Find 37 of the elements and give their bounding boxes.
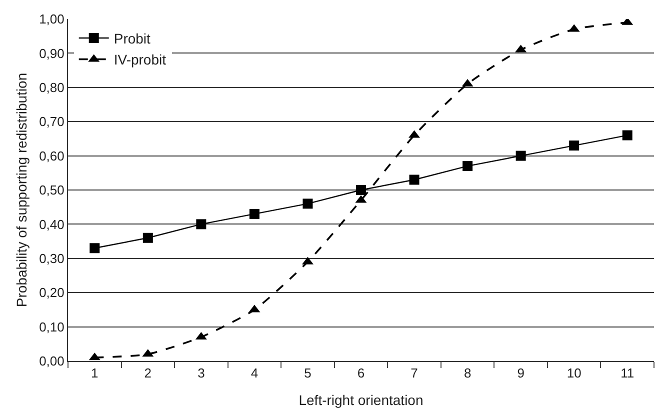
- legend-label: Probit: [114, 30, 151, 46]
- y-tick-label: 0,90: [39, 46, 64, 61]
- point: [622, 130, 632, 140]
- point: [302, 198, 313, 209]
- x-tick-label: 8: [464, 366, 472, 381]
- point: [569, 140, 580, 151]
- y-tick-label: 1,00: [39, 12, 64, 27]
- point: [90, 243, 100, 254]
- point: [249, 208, 260, 219]
- x-tick-label: 3: [198, 366, 205, 381]
- x-tick-label: 4: [250, 366, 258, 381]
- y-tick-label: 0,30: [39, 250, 64, 266]
- x-tick-label: 11: [620, 366, 634, 381]
- point: [462, 161, 473, 172]
- y-tick-label: 0,50: [39, 182, 64, 198]
- y-tick-label: 0,70: [39, 114, 64, 130]
- y-tick-label: 0,00: [39, 354, 64, 369]
- y-tick-label: 0,40: [39, 216, 64, 232]
- point: [356, 185, 366, 195]
- x-tick-label: 2: [144, 366, 152, 381]
- point: [409, 174, 420, 185]
- x-tick-label: 6: [357, 366, 365, 381]
- x-tick-label: 1: [91, 366, 98, 381]
- y-axis-title: Probability of supporting redistribution: [14, 72, 30, 308]
- point: [196, 219, 206, 230]
- x-tick-label: 7: [410, 366, 418, 381]
- legend-label: IV-probit: [114, 52, 166, 68]
- y-tick-label: 0,80: [39, 80, 64, 95]
- x-tick-label: 5: [304, 366, 312, 381]
- x-tick-label: 9: [517, 366, 524, 381]
- y-tick-label: 0,60: [39, 148, 64, 164]
- point: [516, 150, 526, 161]
- x-tick-label: 10: [566, 366, 582, 381]
- point: [142, 232, 153, 243]
- x-axis-title: Left-right orientation: [298, 392, 424, 408]
- y-tick-label: 0,10: [39, 319, 64, 334]
- y-tick-label: 0,20: [39, 285, 64, 300]
